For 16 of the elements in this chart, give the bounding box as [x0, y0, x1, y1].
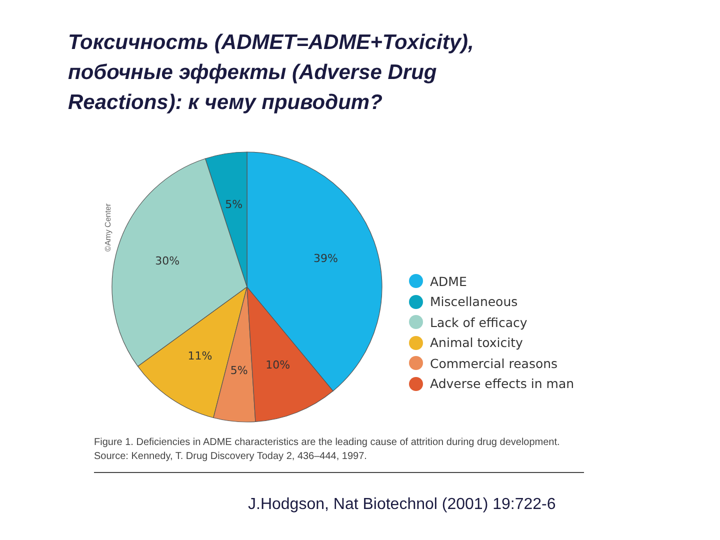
data-label: 11% [188, 350, 212, 363]
text: J.Hodgson, Nat Biotechnol (2001) 19:722-6 [248, 496, 556, 514]
caption: Figure 1. Deficiencies in ADME characteristics are the leading cause of attrition during drug development. Source: Kennedy, T. Drug Discovery Today 2, 436–444, 1997. [94, 436, 584, 473]
legend-label: Miscellaneous [430, 294, 518, 310]
legend-label: Animal toxicity [430, 335, 523, 350]
data-label: 5% [225, 198, 243, 211]
data-label: 30% [155, 254, 180, 268]
legend-label: Commercial reasons [430, 356, 558, 371]
data-label: 39% [314, 252, 338, 266]
data-label: 10% [266, 358, 290, 372]
data-label: 5% [230, 364, 248, 377]
chart-title: Токсичность (ADMET=ADME+Toxicity), побочные эффекты (Adverse Drug Reactions): к чему приводит? [68, 30, 475, 116]
text: ©Amy Center [104, 202, 112, 254]
legend-label: Adverse effects in man [430, 376, 574, 392]
legend-label: Lack of efficacy [430, 314, 528, 330]
legend-label: ADME [430, 274, 467, 289]
